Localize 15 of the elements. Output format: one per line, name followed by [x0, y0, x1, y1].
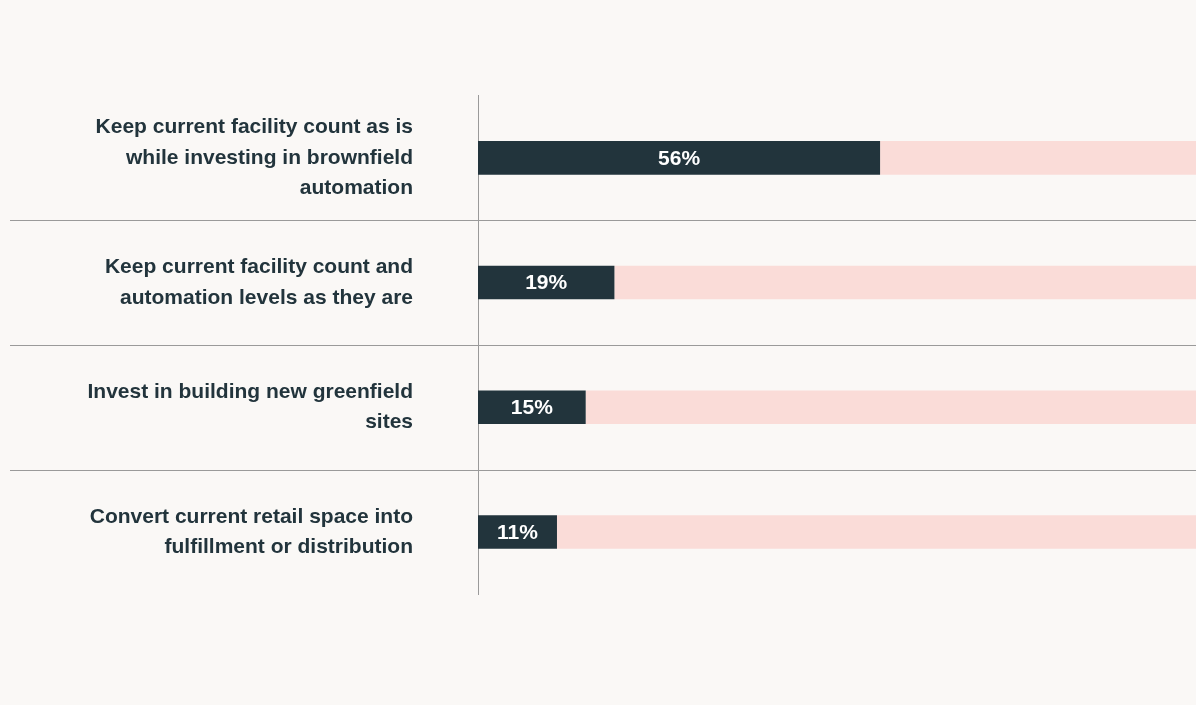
y-tick-label: Convert current retail space into fulfillment or distribution [89, 503, 413, 557]
data-label: 19% [525, 270, 568, 294]
bar [880, 140, 1196, 175]
data-label: 56% [658, 145, 701, 169]
data-label: 15% [510, 395, 554, 419]
y-tick-label: Keep current facility count and automation levels as they are [104, 254, 413, 308]
bar [478, 265, 615, 300]
bar [478, 390, 586, 425]
bar [585, 390, 1196, 425]
data-label: 11% [497, 519, 539, 543]
bar [478, 140, 881, 175]
bar [614, 265, 1196, 300]
y-tick-label: Keep current facility count as is while investing in brownfield automation [95, 114, 413, 199]
bar [556, 515, 1196, 549]
y-tick-label: Invest in building new greenfield sites [87, 378, 413, 433]
